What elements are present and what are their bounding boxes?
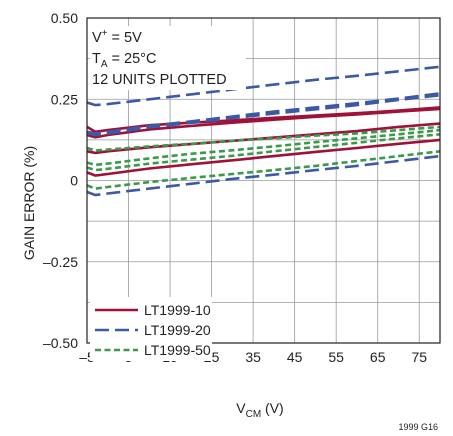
y-tick-label: 0 <box>70 173 78 189</box>
x-tick-label: 45 <box>287 349 303 365</box>
series-line-lt1999-20-3 <box>86 94 441 137</box>
series-line-lt1999-20-4 <box>86 154 441 197</box>
annotation-supply: V+ = 5V <box>92 28 142 46</box>
x-tick-label: 75 <box>411 349 427 365</box>
series-line-lt1999-50-4 <box>86 150 441 190</box>
series-line-lt1999-20-2 <box>86 92 441 135</box>
x-axis-title: VCM (V) <box>236 400 283 420</box>
annotation-background <box>90 26 246 90</box>
x-tick-label: 55 <box>328 349 344 365</box>
annotation-units: 12 UNITS PLOTTED <box>92 72 227 88</box>
y-tick-label: –0.50 <box>43 335 78 351</box>
legend-label-lt1999-20: LT1999-20 <box>144 322 211 338</box>
legend-label-lt1999-50: LT1999-50 <box>144 342 211 358</box>
plot-frame <box>86 17 441 344</box>
x-tick-label: 35 <box>245 349 261 365</box>
figure-footer: 1999 G16 <box>398 422 438 432</box>
series-line-lt1999-50-1 <box>86 125 441 152</box>
y-axis-title: GAIN ERROR (%) <box>21 146 37 260</box>
legend-label-lt1999-10: LT1999-10 <box>144 302 211 318</box>
series-line-lt1999-10-4 <box>86 138 441 177</box>
series-layer <box>86 65 441 197</box>
series-line-lt1999-50-3 <box>86 133 441 172</box>
annotation-temperature: TA = 25°C <box>92 51 156 70</box>
series-line-lt1999-10-2 <box>86 107 441 139</box>
y-tick-label: 0.50 <box>51 10 78 26</box>
series-line-lt1999-50-2 <box>86 128 441 167</box>
legend: LT1999-10 LT1999-20 LT1999-50 <box>95 302 211 358</box>
y-tick-label: –0.25 <box>43 254 78 270</box>
x-tick-label: 65 <box>370 349 386 365</box>
y-tick-label: 0.25 <box>51 91 78 107</box>
